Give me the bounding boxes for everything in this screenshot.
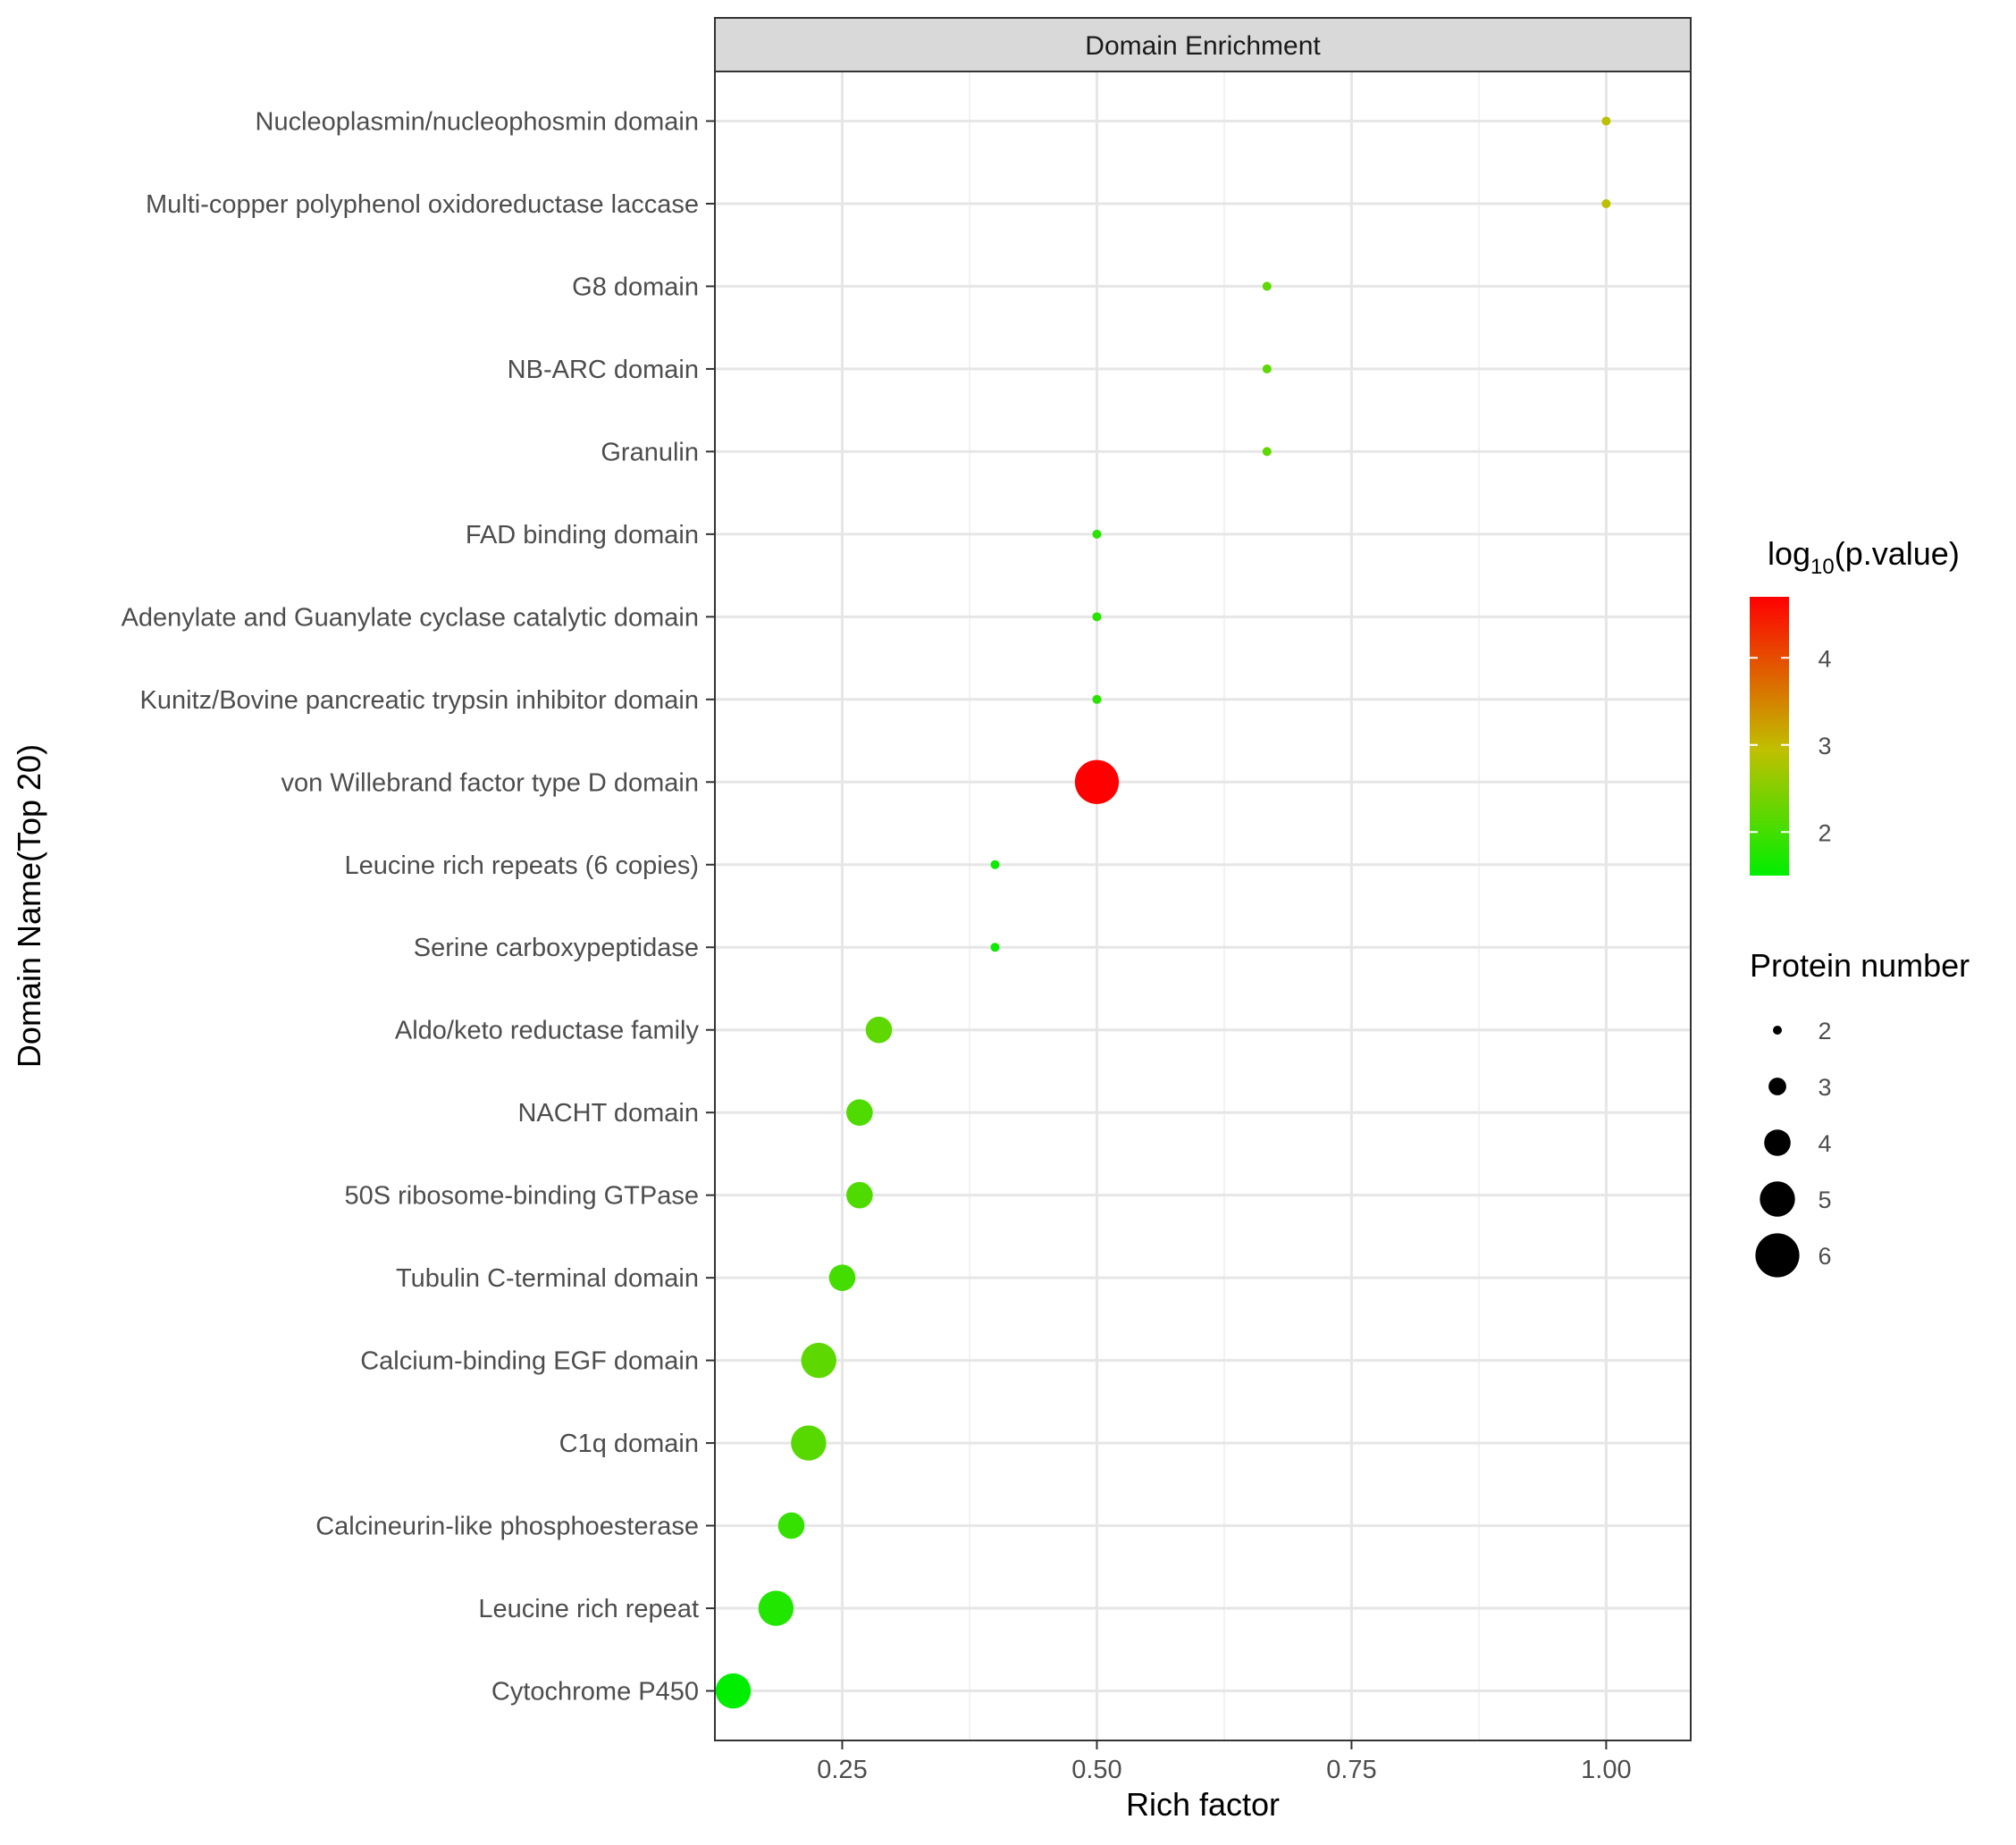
y-axis-tick-label: 50S ribosome-binding GTPase xyxy=(344,1182,699,1211)
y-axis-tick-label: NB-ARC domain xyxy=(508,356,699,384)
data-point xyxy=(1074,759,1120,804)
x-axis-tick-label: 0.25 xyxy=(817,1756,867,1784)
y-axis-tick-label: Tubulin C-terminal domain xyxy=(396,1264,699,1293)
facet-strip xyxy=(714,17,1692,72)
data-point xyxy=(846,1099,873,1126)
color-legend-title: log10(p.value) xyxy=(1768,535,1960,579)
size-legend-label: 5 xyxy=(1818,1187,1831,1213)
y-axis-tick-label: Leucine rich repeat xyxy=(478,1595,699,1623)
data-point xyxy=(1262,281,1272,291)
color-legend-title-sub: 10 xyxy=(1810,555,1835,579)
y-axis-tick-label: G8 domain xyxy=(572,273,699,301)
size-legend-label: 3 xyxy=(1818,1074,1831,1101)
data-point xyxy=(1092,694,1102,704)
data-point xyxy=(715,1673,752,1709)
color-legend-tick-label: 2 xyxy=(1818,819,1831,846)
points-layer xyxy=(715,116,1611,1709)
y-axis-tick-label: von Willebrand factor type D domain xyxy=(281,768,699,797)
size-legend-items: 2 3 4 5 6 xyxy=(1755,1018,1832,1278)
y-axis-tick-label: Adenylate and Guanylate cyclase catalyti… xyxy=(122,603,699,632)
y-axis-tick-label: Kunitz/Bovine pancreatic trypsin inhibit… xyxy=(140,686,699,715)
data-point xyxy=(1262,364,1272,373)
y-axis-tick-label: NACHT domain xyxy=(517,1099,699,1128)
color-legend-bar xyxy=(1750,597,1789,876)
color-legend-tick-label: 3 xyxy=(1818,733,1831,759)
color-legend-title-suffix: (p.value) xyxy=(1835,535,1960,572)
data-point xyxy=(865,1016,893,1044)
data-point xyxy=(777,1512,805,1539)
x-axis-tick-label: 0.75 xyxy=(1326,1756,1376,1784)
color-legend-ticks: 2 3 4 xyxy=(1750,645,1832,846)
size-legend-key xyxy=(1764,1129,1791,1156)
size-legend-label: 6 xyxy=(1818,1243,1831,1270)
size-legend-key xyxy=(1773,1026,1782,1035)
y-axis-tick-label: Granulin xyxy=(601,438,699,466)
y-axis-tick-label: Multi-copper polyphenol oxidoreductase l… xyxy=(146,190,699,219)
y-axis-tick-label: Nucleoplasmin/nucleophosmin domain xyxy=(256,107,700,136)
y-axis-tick-label: Cytochrome P450 xyxy=(491,1678,699,1707)
data-point xyxy=(1601,116,1611,126)
color-legend-title-prefix: log xyxy=(1768,535,1810,572)
data-point xyxy=(791,1425,827,1461)
y-axis-tick-label: Aldo/keto reductase family xyxy=(395,1017,700,1045)
y-axis-tick-label: Leucine rich repeats (6 copies) xyxy=(344,851,699,880)
size-legend-title: Protein number xyxy=(1750,947,1970,984)
data-point xyxy=(1092,529,1102,539)
color-legend: log10(p.value) 2 3 4 xyxy=(1750,535,1960,876)
x-axis-tick-label: 1.00 xyxy=(1581,1756,1631,1784)
data-point xyxy=(801,1342,836,1379)
y-axis: Nucleoplasmin/nucleophosmin domain Multi-… xyxy=(122,107,715,1707)
size-legend-key xyxy=(1755,1233,1800,1278)
size-legend-key xyxy=(1760,1181,1795,1217)
data-point xyxy=(758,1590,794,1626)
y-axis-tick-label: Serine carboxypeptidase xyxy=(414,934,699,962)
size-legend-label: 2 xyxy=(1818,1018,1831,1044)
y-axis-tick-label: Calcineurin-like phosphoesterase xyxy=(315,1513,699,1541)
data-point xyxy=(1601,198,1611,208)
data-point xyxy=(1092,612,1102,622)
x-axis-title: Rich factor xyxy=(1126,1786,1280,1823)
facet-strip-label: Domain Enrichment xyxy=(1085,31,1321,61)
grid-layer xyxy=(715,71,1691,1740)
size-legend-label: 4 xyxy=(1818,1130,1831,1157)
y-axis-tick-label: Calcium-binding EGF domain xyxy=(360,1347,699,1376)
x-axis-tick-label: 0.50 xyxy=(1071,1756,1121,1784)
data-point xyxy=(828,1264,856,1291)
y-axis-tick-label: FAD binding domain xyxy=(466,521,699,549)
size-legend-key xyxy=(1768,1078,1786,1095)
y-axis-title: Domain Name(Top 20) xyxy=(11,744,47,1068)
data-point xyxy=(990,860,1000,869)
data-point xyxy=(990,943,1000,952)
data-point xyxy=(1262,447,1272,457)
color-legend-tick-label: 4 xyxy=(1818,645,1831,672)
size-legend: Protein number 2 3 4 5 6 xyxy=(1750,947,1970,1278)
y-axis-tick-label: C1q domain xyxy=(559,1430,699,1458)
x-axis: 0.25 0.50 0.75 1.00 xyxy=(817,1740,1632,1784)
data-point xyxy=(846,1181,873,1209)
